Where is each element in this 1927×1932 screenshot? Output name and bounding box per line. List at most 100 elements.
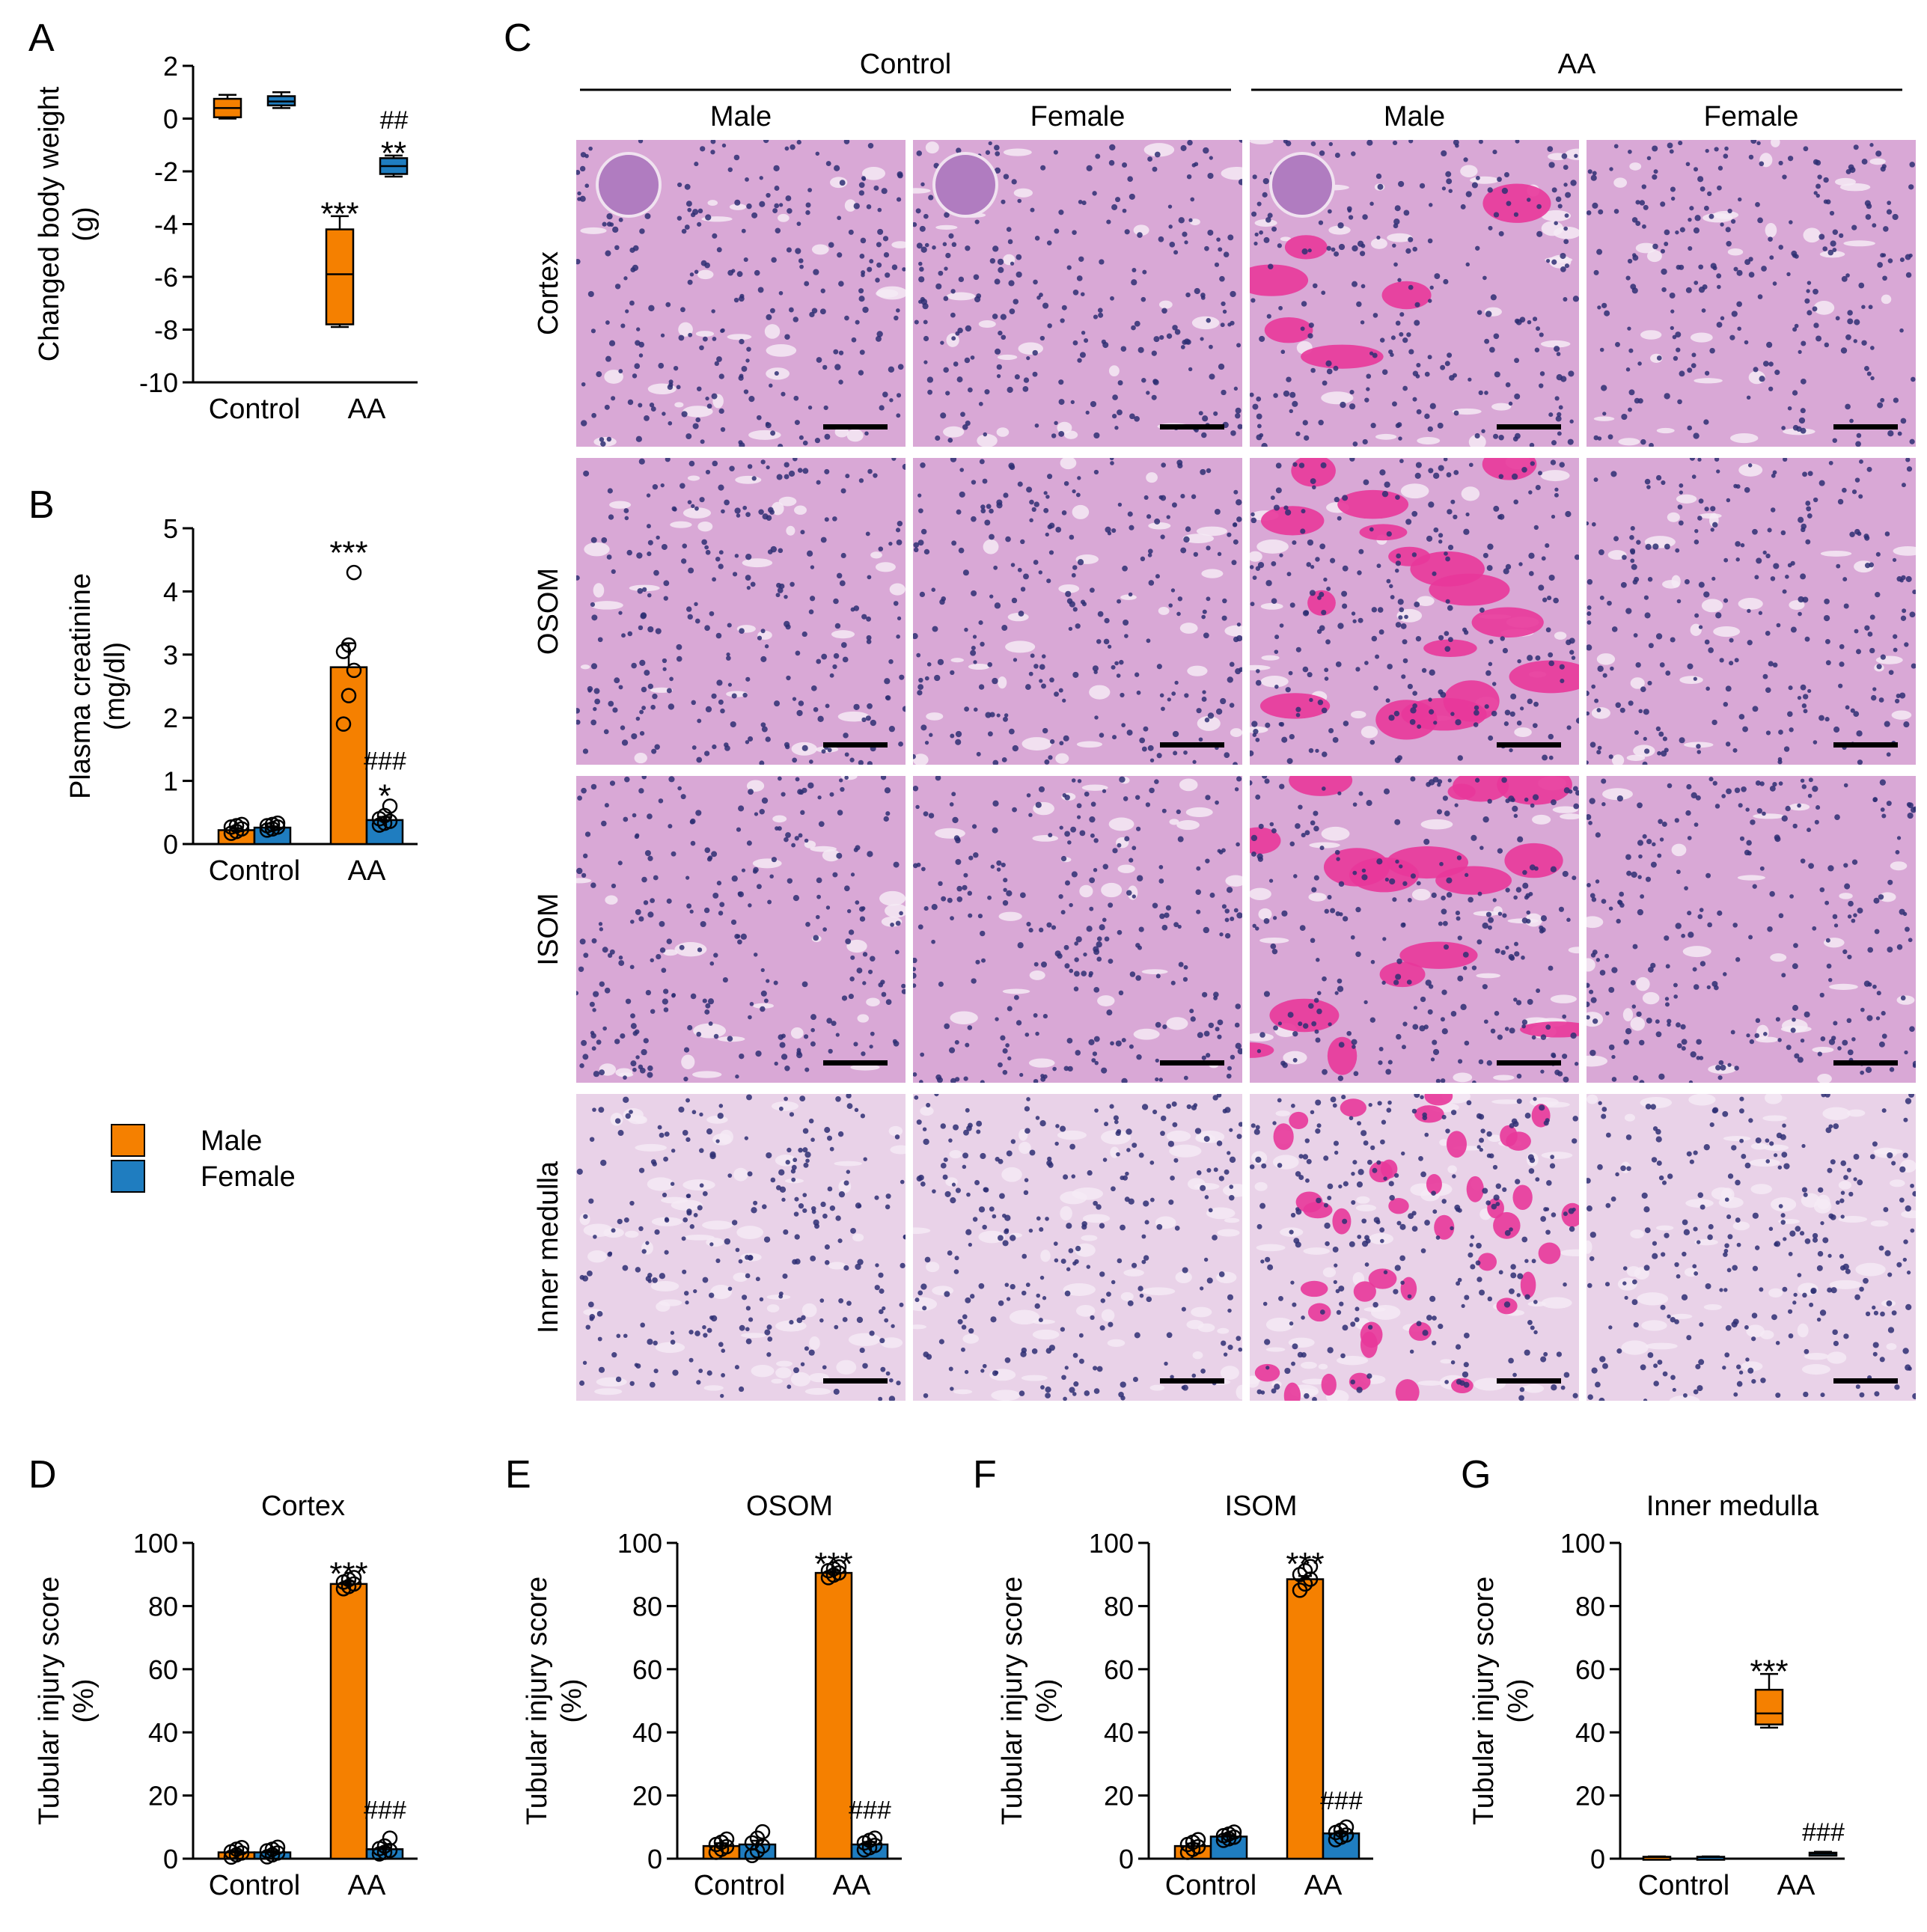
data-point: [346, 1576, 362, 1592]
nucleus: [1474, 777, 1480, 783]
nucleus: [922, 1306, 927, 1311]
nucleus: [1327, 895, 1332, 900]
nucleus: [1769, 1141, 1774, 1146]
nucleus: [1757, 217, 1763, 224]
nucleus: [1395, 495, 1400, 500]
nucleus: [1352, 245, 1358, 252]
nucleus: [1824, 900, 1830, 905]
nucleus: [893, 861, 900, 868]
nucleus: [706, 1128, 713, 1135]
lumen: [748, 429, 781, 440]
nucleus: [683, 1076, 688, 1082]
nucleus: [751, 212, 758, 218]
nucleus: [1487, 187, 1493, 193]
nucleus: [1521, 1019, 1528, 1025]
lumen: [822, 849, 840, 862]
nucleus: [1575, 790, 1579, 796]
nucleus: [1646, 156, 1652, 161]
nucleus: [1560, 252, 1566, 260]
nucleus: [943, 1157, 948, 1162]
nucleus: [822, 364, 828, 370]
nucleus: [1446, 178, 1453, 185]
nucleus: [994, 602, 1001, 609]
nucleus: [885, 1193, 891, 1199]
nucleus: [932, 1189, 936, 1193]
nucleus: [671, 1149, 676, 1153]
lumen: [1878, 892, 1896, 902]
lumen: [953, 1389, 973, 1395]
nucleus: [1815, 805, 1821, 810]
nucleus: [864, 431, 869, 436]
nucleus: [1659, 662, 1665, 667]
nucleus: [711, 693, 717, 699]
nucleus: [862, 1363, 868, 1369]
nucleus: [1224, 932, 1231, 939]
nucleus: [1664, 229, 1670, 236]
nucleus: [1560, 1385, 1566, 1390]
nucleus: [1783, 458, 1788, 462]
nucleus: [738, 891, 745, 898]
nucleus: [1209, 373, 1215, 380]
nucleus: [1117, 1258, 1123, 1264]
nucleus: [1427, 1009, 1433, 1015]
lumen: [1107, 1339, 1126, 1348]
nucleus: [896, 393, 902, 398]
nucleus: [1116, 1152, 1120, 1157]
nucleus: [736, 827, 742, 832]
lumen: [1550, 994, 1577, 1003]
nucleus: [1752, 528, 1758, 535]
nucleus: [1903, 721, 1910, 728]
nucleus: [1206, 1277, 1213, 1284]
nucleus: [1128, 592, 1133, 597]
nucleus: [646, 524, 651, 529]
nucleus: [778, 203, 784, 207]
nucleus: [1358, 791, 1363, 796]
nucleus: [1033, 664, 1039, 669]
nucleus: [965, 325, 972, 332]
nucleus: [702, 1190, 708, 1196]
nucleus: [781, 1033, 786, 1039]
nucleus: [1061, 510, 1067, 516]
nucleus: [1156, 753, 1162, 759]
cast: [1520, 1271, 1536, 1299]
lumen: [998, 676, 1007, 689]
nucleus: [961, 1324, 967, 1330]
nucleus: [712, 892, 719, 899]
nucleus: [1054, 1258, 1059, 1263]
nucleus: [1589, 742, 1596, 748]
nucleus: [1851, 224, 1857, 230]
nucleus: [715, 1258, 721, 1264]
bar: [329, 1583, 368, 1860]
nucleus: [989, 594, 994, 599]
nucleus: [1445, 599, 1450, 604]
nucleus: [604, 404, 610, 410]
nucleus: [1533, 1097, 1537, 1101]
nucleus: [1762, 673, 1768, 679]
nucleus: [1708, 213, 1714, 219]
x-tick-label: Control: [209, 394, 301, 425]
nucleus: [699, 1148, 704, 1153]
nucleus: [976, 1129, 981, 1134]
nucleus: [1798, 611, 1802, 617]
nucleus: [638, 341, 644, 348]
nucleus: [1587, 611, 1592, 617]
nucleus: [1608, 906, 1613, 911]
nucleus: [1554, 396, 1560, 401]
nucleus: [1416, 1321, 1422, 1327]
nucleus: [781, 1054, 788, 1060]
nucleus: [834, 364, 841, 370]
nucleus: [1827, 865, 1834, 872]
nucleus: [1574, 1062, 1579, 1066]
nucleus: [1389, 1195, 1395, 1201]
lumen: [1896, 995, 1915, 1005]
nucleus: [1698, 287, 1705, 293]
nucleus: [1819, 1309, 1827, 1316]
nucleus: [1252, 174, 1257, 180]
nucleus: [1711, 980, 1718, 987]
nucleus: [950, 916, 954, 921]
nucleus: [1466, 1100, 1472, 1106]
nucleus: [1694, 822, 1699, 828]
lumen: [778, 213, 790, 222]
nucleus: [913, 972, 917, 979]
nucleus: [1186, 174, 1192, 180]
